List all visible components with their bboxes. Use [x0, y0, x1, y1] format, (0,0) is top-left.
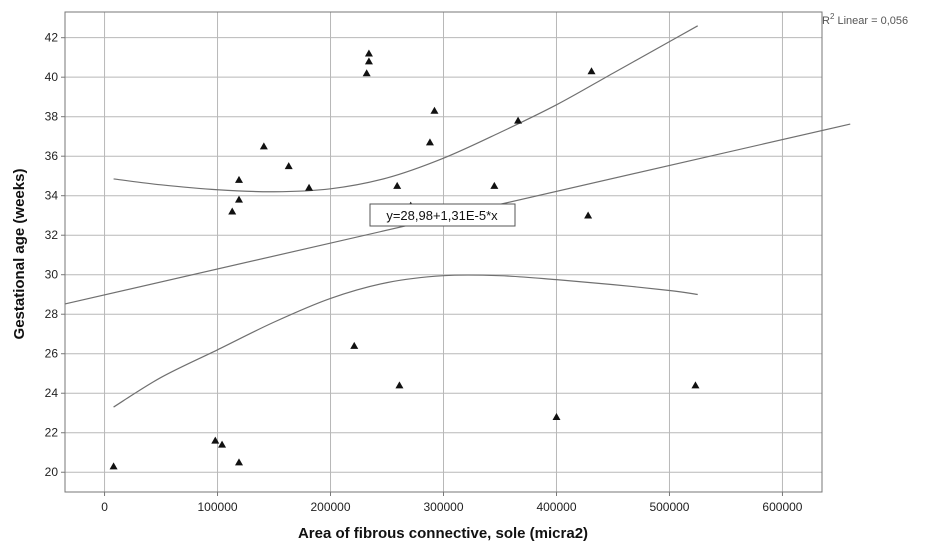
r2-label: R2 Linear = 0,056 — [822, 12, 908, 27]
y-axis-title: Gestational age (weeks) — [11, 169, 28, 340]
data-points — [109, 49, 700, 470]
y-tick-label: 26 — [45, 347, 59, 361]
data-point-marker — [691, 381, 700, 389]
x-tick-label: 200000 — [310, 500, 350, 514]
data-point-marker — [364, 49, 373, 57]
x-tick-labels: 0 100000 200000 300000 400000 500000 600000 — [101, 492, 803, 514]
data-point-marker — [393, 181, 402, 189]
equation-label: y=28,98+1,31E-5*x — [386, 208, 498, 223]
data-point-marker — [259, 142, 268, 150]
data-point-marker — [234, 175, 243, 183]
x-gridlines — [104, 12, 783, 492]
x-tick-label: 300000 — [423, 500, 463, 514]
y-tick-label: 42 — [45, 31, 59, 45]
y-tick-label: 40 — [45, 70, 59, 84]
y-tick-label: 24 — [45, 386, 59, 400]
data-point-marker — [514, 116, 523, 124]
y-tick-label: 38 — [45, 110, 59, 124]
equation-annotation: y=28,98+1,31E-5*x — [369, 203, 516, 227]
x-tick-label: 500000 — [649, 500, 689, 514]
data-point-marker — [430, 106, 439, 114]
data-point-marker — [109, 462, 118, 470]
y-tick-label: 30 — [45, 268, 59, 282]
x-tick-label: 100000 — [198, 500, 238, 514]
y-tick-label: 34 — [45, 189, 59, 203]
y-tick-label: 20 — [45, 465, 59, 479]
confidence-band-lower — [113, 274, 698, 408]
x-axis-title: Area of fibrous connective, sole (micra2… — [298, 525, 588, 542]
data-point-marker — [362, 69, 371, 77]
y-tick-label: 36 — [45, 149, 59, 163]
y-tick-labels: 20 22 24 26 28 30 32 34 36 38 40 42 — [45, 31, 65, 479]
x-tick-label: 0 — [101, 500, 108, 514]
data-point-marker — [395, 381, 404, 389]
equation-box — [369, 203, 516, 227]
data-point-marker — [490, 181, 499, 189]
x-tick-label: 400000 — [536, 500, 576, 514]
y-tick-label: 22 — [45, 426, 59, 440]
data-point-marker — [552, 412, 561, 420]
data-point-marker — [284, 162, 293, 170]
data-point-marker — [587, 67, 596, 75]
data-point-marker — [350, 341, 359, 349]
y-tick-label: 28 — [45, 307, 59, 321]
data-point-marker — [305, 183, 314, 191]
data-point-marker — [211, 436, 220, 444]
confidence-band-upper — [113, 25, 699, 193]
data-point-marker — [425, 138, 434, 146]
data-point-marker — [364, 57, 373, 65]
data-point-marker — [234, 195, 243, 203]
x-tick-label: 600000 — [762, 500, 802, 514]
data-point-marker — [584, 211, 593, 219]
data-point-marker — [228, 207, 237, 215]
y-gridlines — [65, 37, 822, 473]
y-tick-label: 32 — [45, 228, 59, 242]
data-point-marker — [218, 440, 227, 448]
data-point-marker — [234, 458, 243, 466]
